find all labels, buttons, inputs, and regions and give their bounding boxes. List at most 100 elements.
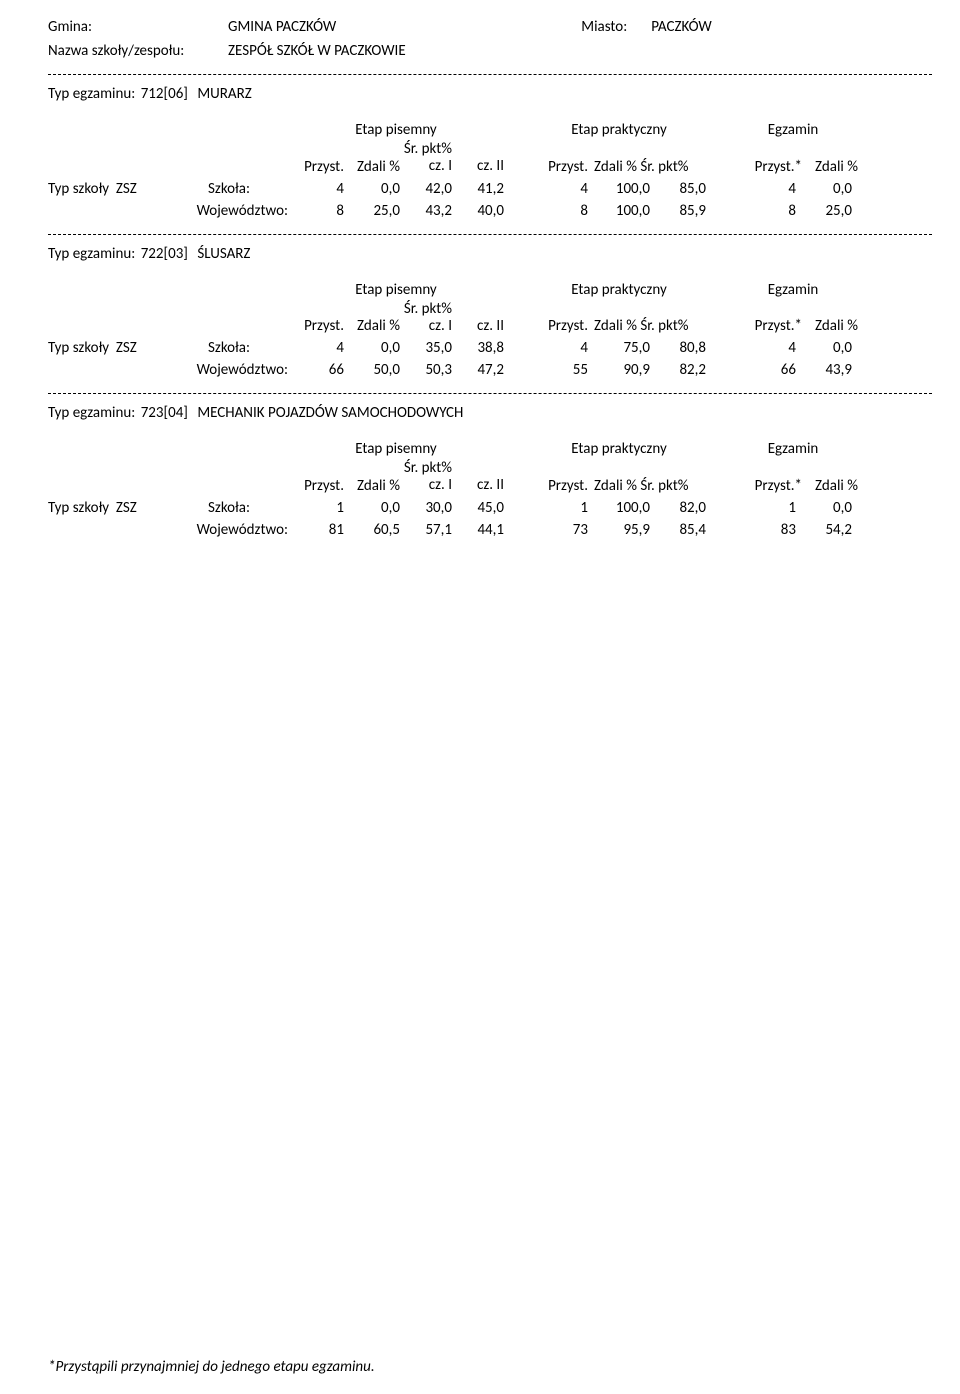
col-przyst-star: Przyst.* (740, 158, 802, 176)
gmina-value: GMINA PACZKÓW (228, 18, 336, 36)
cell-zdali2: 100,0 (588, 180, 650, 198)
exam-code: 722[03] (141, 245, 188, 263)
col-zdali-1: Zdali % (344, 477, 400, 495)
exam-title: Typ egzaminu: 722[03] ŚLUSARZ (48, 245, 932, 263)
row-typ-szkoly: Typ szkoły ZSZ (48, 180, 208, 198)
table-header-groups: Etap pisemnyEtap praktycznyEgzamin (48, 121, 932, 139)
cell-zdali2: 90,9 (588, 361, 650, 379)
col-przyst-star: Przyst.* (740, 317, 802, 335)
row-source: Województwo: (197, 361, 288, 379)
table-row: Typ szkoły ZSZSzkoła:40,035,038,8475,080… (48, 339, 932, 357)
cell-pkt2: 85,9 (650, 202, 706, 220)
col-group-pisemny: Etap pisemny (288, 281, 504, 299)
col-przyst-1: Przyst. (288, 158, 344, 176)
row-source: Szkoła: (208, 339, 250, 357)
cell-zdali1: 60,5 (344, 521, 400, 539)
table-row: Typ szkoły ZSZSzkoła:40,042,041,24100,08… (48, 180, 932, 198)
cell-pkt-cz1: 43,2 (400, 202, 452, 220)
col-srpkt-cz1: Śr. pkt%cz. I (400, 301, 452, 336)
miasto-value: PACZKÓW (651, 18, 711, 36)
row-source: Szkoła: (208, 180, 250, 198)
cell-pkt-cz1: 57,1 (400, 521, 452, 539)
cell-przyst2: 4 (532, 180, 588, 198)
cell-zdali3: 0,0 (796, 339, 852, 357)
cell-przyst3: 83 (734, 521, 796, 539)
col-przyst-2: Przyst. (532, 317, 588, 335)
col-group-egzamin: Egzamin (734, 281, 852, 299)
cell-przyst1: 81 (288, 521, 344, 539)
table-row: Województwo:825,043,240,08100,085,9825,0 (48, 202, 932, 220)
exam-prefix: Typ egzaminu: (48, 404, 135, 422)
cell-zdali1: 25,0 (344, 202, 400, 220)
cell-zdali2: 75,0 (588, 339, 650, 357)
cell-pkt-cz2: 41,2 (452, 180, 504, 198)
col-zdali-3: Zdali % (802, 317, 858, 335)
cell-przyst3: 1 (734, 499, 796, 517)
row-source: Województwo: (197, 521, 288, 539)
header-line-school: Nazwa szkoły/zespołu: ZESPÓŁ SZKÓŁ W PAC… (48, 42, 932, 60)
cell-pkt2: 80,8 (650, 339, 706, 357)
col-srpkt-cz2: cz. II (452, 141, 504, 176)
col-group-praktyczny: Etap praktyczny (532, 121, 706, 139)
col-przyst-1: Przyst. (288, 317, 344, 335)
exam-table: Etap pisemnyEtap praktycznyEgzaminPrzyst… (48, 121, 932, 220)
section-divider (48, 393, 932, 394)
row-source: Województwo: (197, 202, 288, 220)
school-label: Nazwa szkoły/zespołu: (48, 42, 228, 60)
row-typ-szkoly: Typ szkoły ZSZ (48, 339, 208, 357)
cell-pkt-cz2: 38,8 (452, 339, 504, 357)
col-zdali-sr: Zdali % Śr. pkt% (588, 477, 712, 495)
cell-pkt2: 85,0 (650, 180, 706, 198)
cell-pkt-cz2: 45,0 (452, 499, 504, 517)
table-row: Typ szkoły ZSZSzkoła:10,030,045,01100,08… (48, 499, 932, 517)
table-header-groups: Etap pisemnyEtap praktycznyEgzamin (48, 440, 932, 458)
col-zdali-1: Zdali % (344, 158, 400, 176)
cell-przyst1: 4 (288, 180, 344, 198)
col-przyst-2: Przyst. (532, 477, 588, 495)
header-line-gmina: Gmina: GMINA PACZKÓW Miasto: PACZKÓW (48, 18, 932, 36)
col-zdali-1: Zdali % (344, 317, 400, 335)
cell-przyst1: 8 (288, 202, 344, 220)
col-przyst-2: Przyst. (532, 158, 588, 176)
cell-zdali3: 25,0 (796, 202, 852, 220)
cell-zdali3: 54,2 (796, 521, 852, 539)
exam-prefix: Typ egzaminu: (48, 85, 135, 103)
cell-pkt2: 85,4 (650, 521, 706, 539)
cell-przyst1: 4 (288, 339, 344, 357)
col-srpkt-cz1: Śr. pkt%cz. I (400, 460, 452, 495)
col-zdali-3: Zdali % (802, 158, 858, 176)
cell-zdali2: 100,0 (588, 202, 650, 220)
cell-przyst2: 1 (532, 499, 588, 517)
footer-note: *Przystąpili przynajmniej do jednego eta… (48, 1358, 375, 1376)
exam-code: 712[06] (141, 85, 188, 103)
section-divider (48, 74, 932, 75)
miasto-label: Miasto: (581, 18, 651, 36)
col-group-pisemny: Etap pisemny (288, 121, 504, 139)
cell-pkt-cz2: 40,0 (452, 202, 504, 220)
exam-name: ŚLUSARZ (197, 245, 250, 263)
cell-przyst2: 73 (532, 521, 588, 539)
col-group-pisemny: Etap pisemny (288, 440, 504, 458)
exam-prefix: Typ egzaminu: (48, 245, 135, 263)
section-divider (48, 234, 932, 235)
cell-zdali2: 95,9 (588, 521, 650, 539)
col-przyst-1: Przyst. (288, 477, 344, 495)
cell-zdali3: 0,0 (796, 180, 852, 198)
table-row: Województwo:8160,557,144,1 7395,985,4 8354… (48, 521, 932, 539)
col-zdali-sr: Zdali % Śr. pkt% (588, 317, 712, 335)
cell-przyst1: 66 (288, 361, 344, 379)
cell-pkt-cz2: 47,2 (452, 361, 504, 379)
col-group-praktyczny: Etap praktyczny (532, 281, 706, 299)
cell-zdali3: 0,0 (796, 499, 852, 517)
col-zdali-sr: Zdali % Śr. pkt% (588, 158, 712, 176)
cell-przyst2: 4 (532, 339, 588, 357)
cell-przyst2: 8 (532, 202, 588, 220)
table-header-cols: Przyst.Zdali %Śr. pkt%cz. I cz. IIPrzyst… (48, 301, 932, 336)
col-srpkt-cz1: Śr. pkt%cz. I (400, 141, 452, 176)
cell-pkt-cz1: 50,3 (400, 361, 452, 379)
table-header-cols: Przyst.Zdali %Śr. pkt%cz. I cz. IIPrzyst… (48, 460, 932, 495)
cell-przyst1: 1 (288, 499, 344, 517)
cell-pkt-cz2: 44,1 (452, 521, 504, 539)
cell-zdali2: 100,0 (588, 499, 650, 517)
cell-przyst3: 4 (734, 180, 796, 198)
